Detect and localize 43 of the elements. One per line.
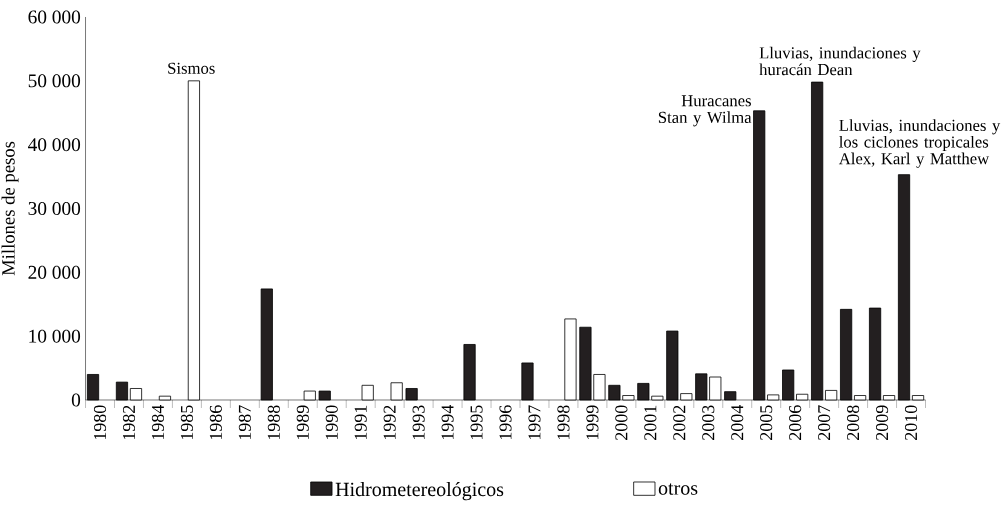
y-tick-label: 0 bbox=[71, 393, 81, 407]
legend-label: otros bbox=[658, 483, 698, 495]
x-tick-label: 1991 bbox=[354, 405, 367, 440]
y-tick-label: 20 000 bbox=[28, 265, 81, 279]
x-tick-label: 1989 bbox=[296, 405, 309, 440]
x-tick-label: 2000 bbox=[615, 405, 628, 440]
x-tick-label: 1986 bbox=[209, 405, 222, 440]
y-tick-label: 50 000 bbox=[28, 74, 81, 88]
annotation: Huracanes Stan y Wilma bbox=[658, 95, 752, 127]
y-tick-label: 60 000 bbox=[28, 10, 81, 24]
x-tick-label: 1992 bbox=[383, 405, 396, 440]
x-tick-label: 2008 bbox=[847, 405, 860, 440]
x-tick-label: 1995 bbox=[470, 405, 483, 440]
x-tick-label: 2002 bbox=[673, 405, 686, 440]
y-tick-label: 40 000 bbox=[28, 138, 81, 152]
x-tick-label: 1987 bbox=[238, 405, 251, 440]
x-tick-label: 2006 bbox=[789, 405, 802, 440]
x-tick-label: 2009 bbox=[875, 405, 889, 440]
annotation: Sismos bbox=[168, 62, 215, 74]
x-tick-label: 1982 bbox=[122, 405, 136, 440]
x-tick-label: 1980 bbox=[93, 405, 107, 440]
annotation: Lluvias, inundaciones y los ciclones tropicales Alex, Karl y Matthew bbox=[838, 119, 1001, 168]
x-tick-label: 1984 bbox=[151, 404, 164, 440]
y-tick-label: 10 000 bbox=[29, 329, 81, 343]
x-tick-label: 2007 bbox=[818, 405, 831, 440]
x-tick-label: 2003 bbox=[702, 405, 715, 440]
x-tick-label: 1998 bbox=[557, 405, 570, 440]
x-tick-label: 1996 bbox=[499, 405, 512, 440]
annotation: Lluvias, inundaciones y huracán Dean bbox=[759, 46, 921, 76]
x-tick-label: 1999 bbox=[586, 405, 599, 440]
x-tick-label: 2005 bbox=[760, 405, 773, 440]
legend-label: Hidrometereológicos bbox=[335, 482, 504, 501]
x-tick-label: 2004 bbox=[731, 404, 744, 440]
x-tick-label: 1988 bbox=[267, 405, 280, 440]
x-tick-label: 1994 bbox=[441, 404, 454, 440]
x-tick-label: 1985 bbox=[180, 405, 193, 440]
y-tick-label: 30 000 bbox=[28, 201, 81, 216]
y-axis-title: Millones de pesos bbox=[1, 141, 19, 276]
x-tick-label: 1993 bbox=[412, 405, 425, 440]
x-tick-label: 2001 bbox=[644, 405, 657, 440]
x-tick-label: 1990 bbox=[325, 405, 338, 440]
x-tick-label: 2010 bbox=[904, 405, 918, 440]
x-tick-label: 1997 bbox=[528, 405, 541, 440]
